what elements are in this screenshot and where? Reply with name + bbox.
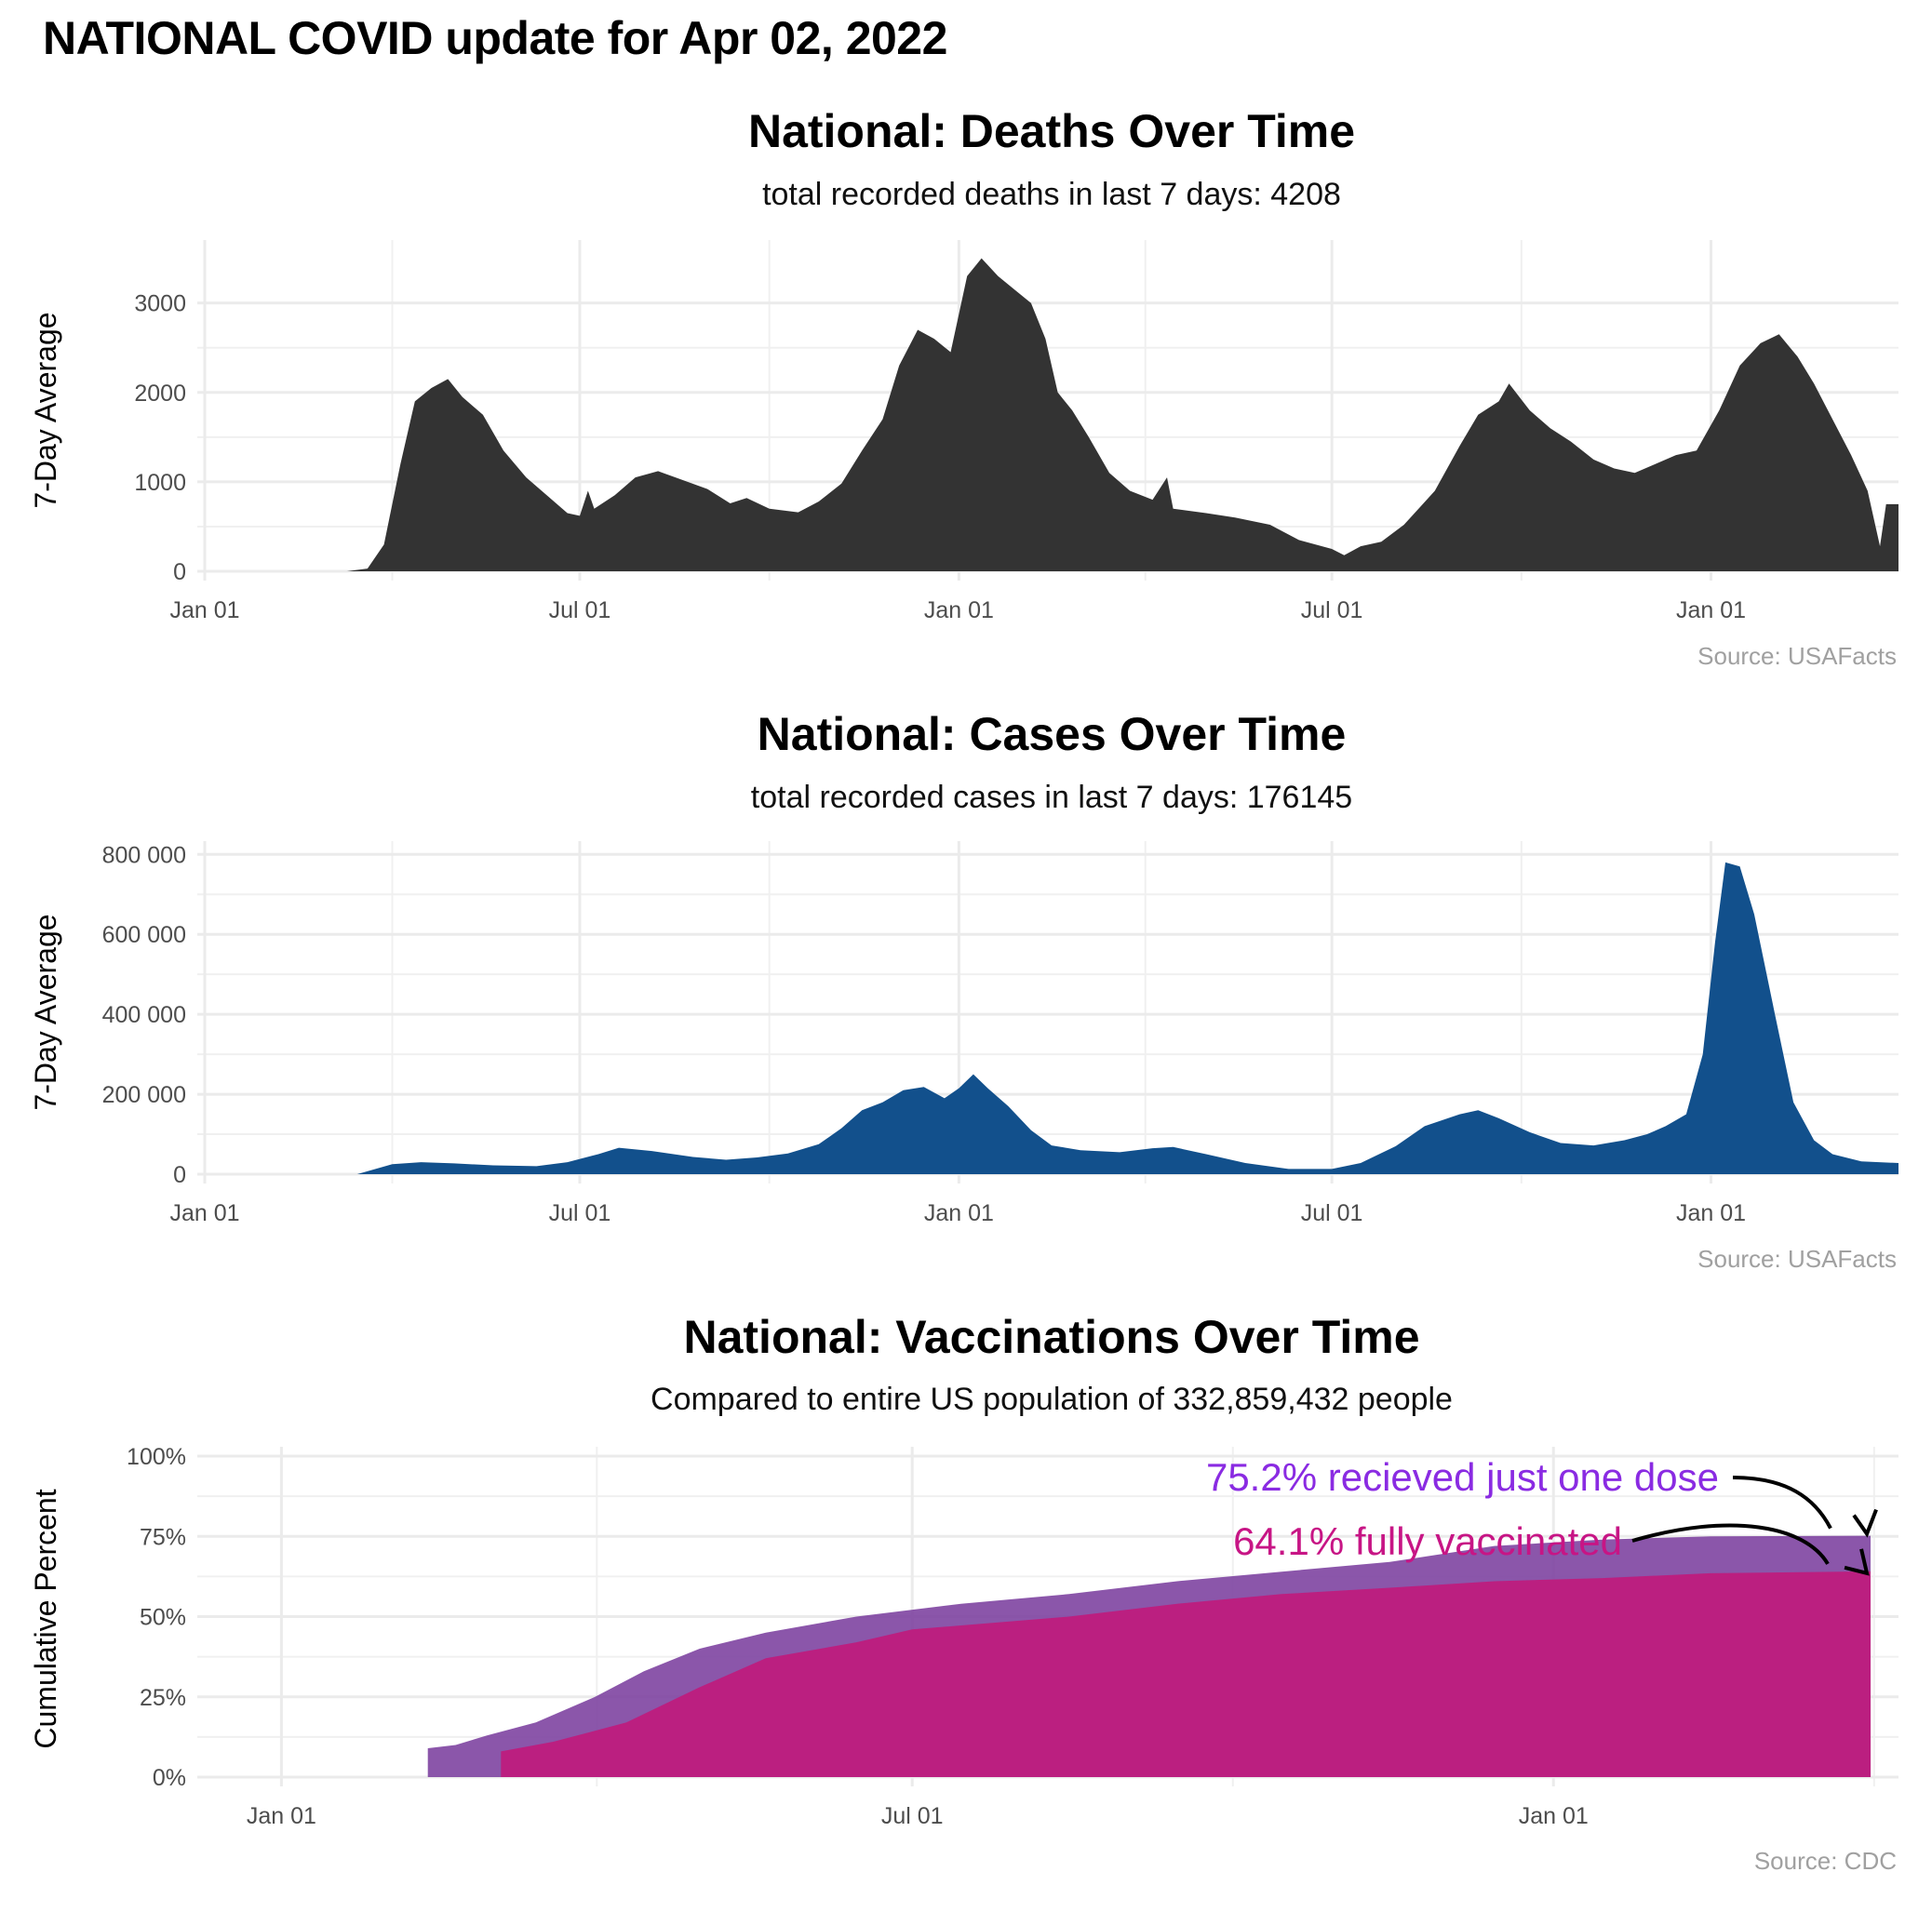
annotation-arrowhead-fully [1844,1548,1870,1576]
cases-series-area-0 [356,862,1898,1174]
y-tick-label: 0 [173,559,186,585]
y-tick-label: 200 000 [102,1082,186,1108]
y-tick-label: 1000 [134,470,186,496]
y-tick-label: 800 000 [102,842,186,868]
x-tick-label: Jan 01 [169,1200,239,1226]
x-tick-label: Jan 01 [169,597,239,623]
cases-chart-source: Source: USAFacts [1697,1245,1897,1273]
deaths-chart-title: National: Deaths Over Time [747,105,1356,157]
x-tick-label: Jul 01 [549,597,611,623]
annotation-arrow-one-dose [1732,1476,1832,1530]
annotation-arrow-fully [1631,1523,1830,1565]
y-tick-label: 3000 [134,291,186,317]
x-tick-label: Jul 01 [1301,1200,1363,1226]
annotation-fully-vaccinated: 64.1% fully vaccinated [1233,1519,1622,1563]
y-tick-label: 50% [140,1605,186,1631]
deaths-plot: 0 1000 2000 3000 Jan 01 Jul 01 Jan 01 Jul 01 Jan… [29,240,1899,623]
deaths-series-area-0 [346,258,1899,571]
y-tick-label: 100% [127,1444,186,1470]
page-title: NATIONAL COVID update for Apr 02, 2022 [43,12,947,64]
x-tick-label: Jan 01 [1519,1803,1589,1829]
deaths-y-axis-label: 7-Day Average [29,312,62,508]
y-tick-label: 0 [173,1162,186,1188]
vaccinations-series-area-1 [501,1571,1872,1777]
x-tick-label: Jan 01 [1676,1200,1746,1226]
cases-chart-subtitle: total recorded cases in last 7 days: 176… [750,780,1353,815]
y-tick-label: 2000 [134,381,186,407]
vaccinations-plot: 0% 25% 50% 75% 100% Jan 01 Jul 01 Jan 01 Cumulat… [29,1444,1898,1829]
x-tick-label: Jul 01 [549,1200,611,1226]
vaccinations-chart-title: National: Vaccinations Over Time [683,1311,1420,1363]
deaths-chart-source: Source: USAFacts [1697,642,1897,670]
y-tick-label: 25% [140,1685,186,1711]
annotation-one-dose: 75.2% recieved just one dose [1206,1455,1719,1499]
y-tick-label: 75% [140,1524,186,1550]
x-tick-label: Jan 01 [1676,597,1746,623]
deaths-chart-subtitle: total recorded deaths in last 7 days: 42… [762,177,1341,212]
x-tick-label: Jul 01 [881,1803,944,1829]
y-tick-label: 600 000 [102,922,186,948]
vaccinations-chart-source: Source: CDC [1753,1847,1897,1875]
annotation-arrowhead-one-dose [1852,1508,1878,1538]
vaccinations-y-axis-label: Cumulative Percent [29,1489,62,1748]
x-tick-label: Jan 01 [247,1803,316,1829]
cases-plot: 0 200 000 400 000 600 000 800 000 Jan 01 Jul 0… [29,841,1898,1226]
x-tick-label: Jan 01 [924,597,994,623]
x-tick-label: Jul 01 [1301,597,1363,623]
cases-chart-title: National: Cases Over Time [757,708,1347,760]
x-tick-label: Jan 01 [924,1200,994,1226]
y-tick-label: 0% [153,1765,186,1791]
cases-y-axis-label: 7-Day Average [29,914,62,1110]
vaccinations-chart-subtitle: Compared to entire US population of 332,… [651,1382,1453,1417]
y-tick-label: 400 000 [102,1002,186,1028]
